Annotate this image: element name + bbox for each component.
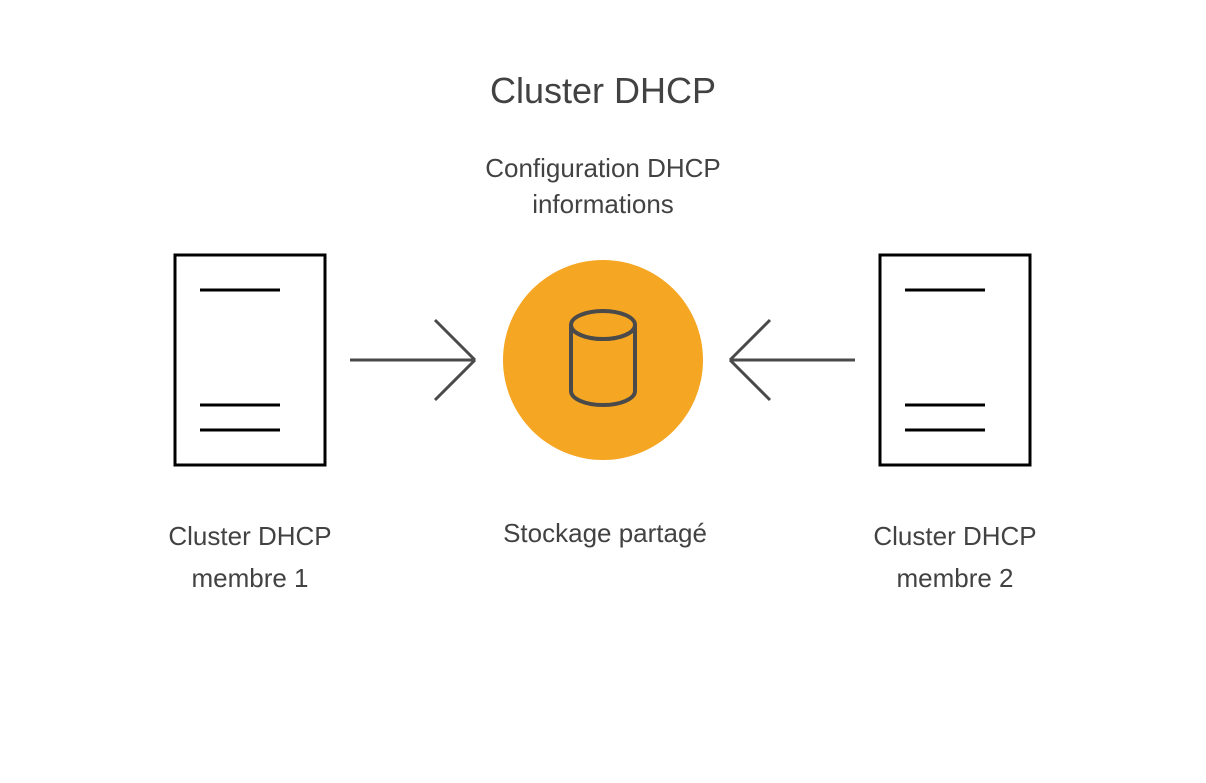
left-server-label-line1: Cluster DHCP [168, 521, 331, 551]
right-arrow [730, 320, 855, 400]
left-server-label-line2: membre 1 [191, 563, 308, 593]
right-server-icon [880, 255, 1030, 465]
right-server-label-line1: Cluster DHCP [873, 521, 1036, 551]
right-server-label-line2: membre 2 [896, 563, 1013, 593]
left-server-icon [175, 255, 325, 465]
left-server-label: Cluster DHCP membre 1 [115, 515, 385, 599]
diagram-canvas [0, 0, 1206, 783]
storage-icon [503, 260, 703, 460]
storage-label: Stockage partagé [460, 518, 750, 549]
left-arrow [350, 320, 475, 400]
right-server-label: Cluster DHCP membre 2 [820, 515, 1090, 599]
